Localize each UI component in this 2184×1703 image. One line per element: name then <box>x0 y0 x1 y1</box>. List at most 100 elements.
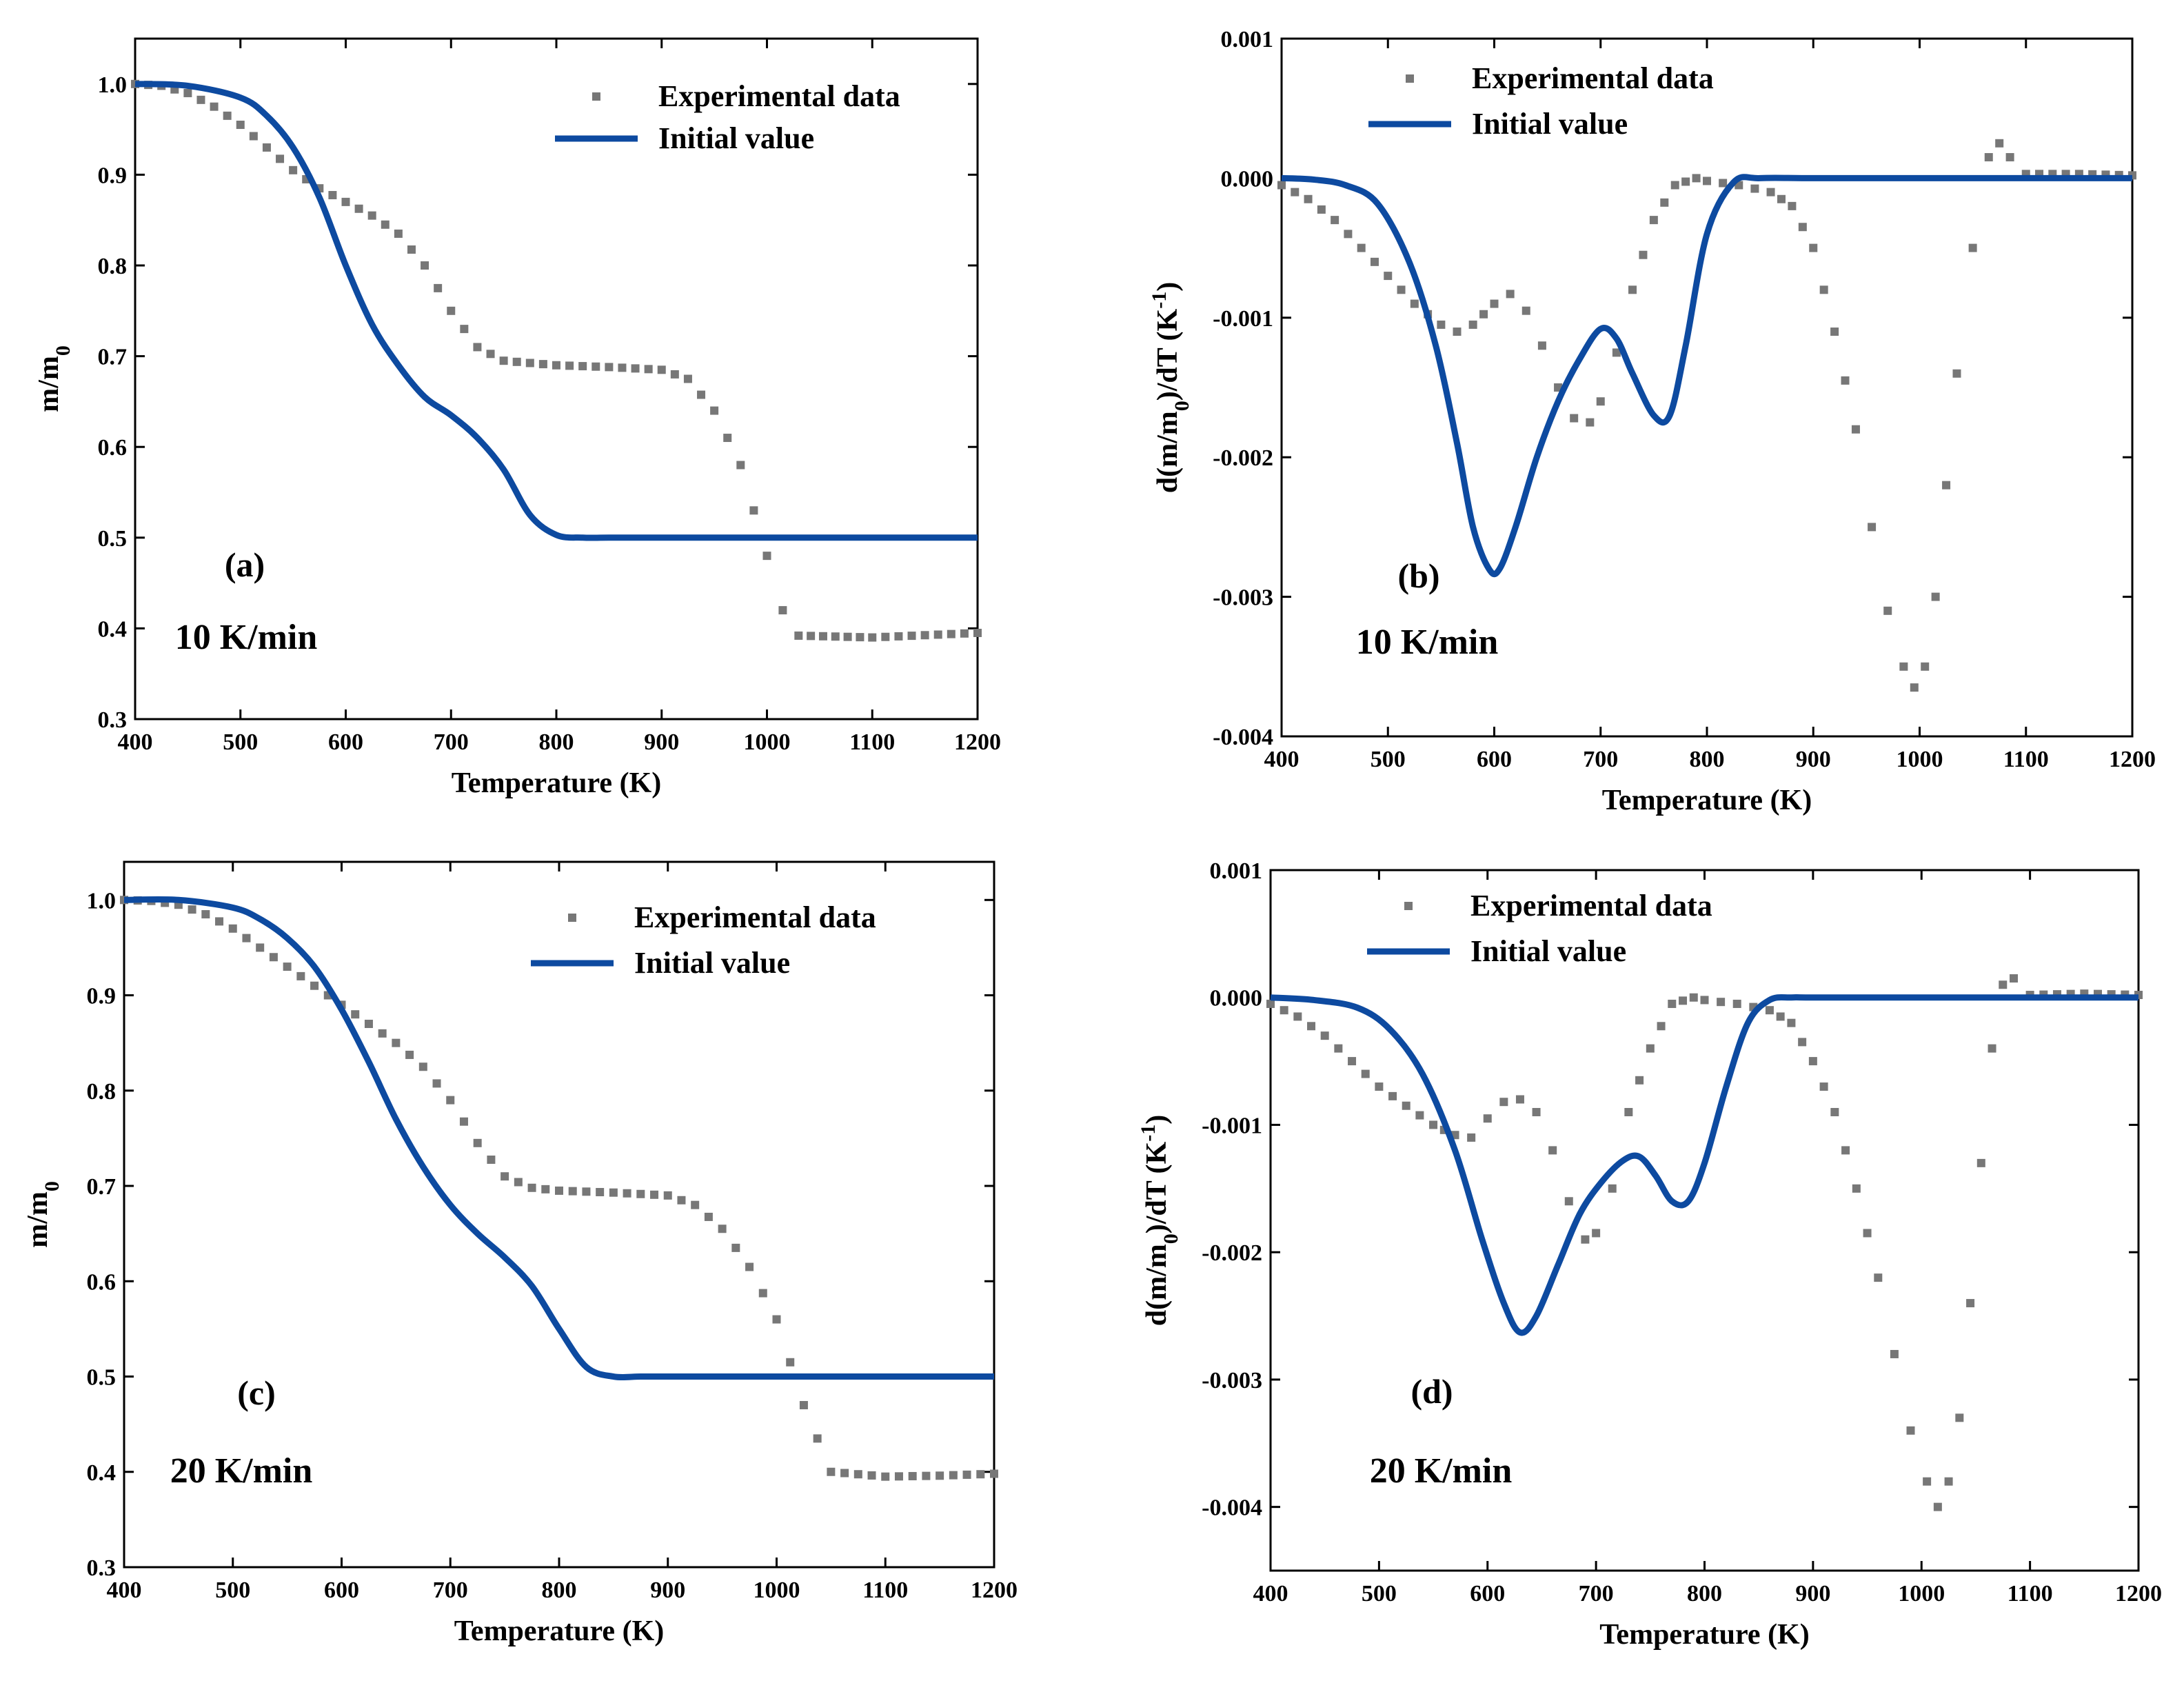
experimental-point <box>976 1470 985 1479</box>
y-tick-label: 0.001 <box>1210 858 1263 884</box>
experimental-point <box>1819 1082 1828 1091</box>
experimental-point <box>1883 606 1892 615</box>
experimental-point <box>578 362 587 371</box>
experimental-point <box>1819 285 1828 294</box>
series-initial-value-line <box>134 81 978 541</box>
y-tick-label: 0.000 <box>1210 986 1263 1011</box>
y-tick-label: -0.003 <box>1202 1368 1262 1393</box>
experimental-point <box>868 633 877 642</box>
legend-label-initial-value: Initial value <box>1472 107 1628 141</box>
experimental-point <box>596 1188 605 1197</box>
experimental-point <box>262 143 271 152</box>
x-tick-label: 600 <box>324 1578 359 1603</box>
experimental-point <box>636 1189 645 1198</box>
legend-marker-experimental <box>568 914 576 922</box>
experimental-point <box>392 1038 401 1047</box>
experimental-point <box>1384 272 1393 281</box>
experimental-point <box>1361 1069 1370 1078</box>
experimental-point <box>908 1471 917 1480</box>
chart-panel-a: 400 500 600 700 800 900 1000 1100 1200 0.3 0.4 0.5 0… <box>33 37 1001 799</box>
experimental-point <box>1732 999 1741 1008</box>
y-tick-label: 0.7 <box>98 345 128 370</box>
experimental-point <box>378 1029 387 1038</box>
experimental-point <box>183 88 192 97</box>
experimental-point <box>718 1225 727 1233</box>
series-experimental <box>1266 974 2143 1511</box>
x-tick-label: 600 <box>328 729 363 755</box>
experimental-point <box>354 204 363 213</box>
experimental-point <box>381 220 390 229</box>
legend: Experimental data Initial value <box>1367 889 1712 968</box>
experimental-point <box>1874 1273 1883 1282</box>
experimental-point <box>223 111 232 120</box>
experimental-point <box>310 981 319 990</box>
experimental-point <box>201 910 210 919</box>
experimental-point <box>1612 348 1621 357</box>
experimental-point <box>1564 1197 1573 1206</box>
experimental-point <box>609 1188 618 1197</box>
experimental-point <box>1515 1095 1524 1104</box>
experimental-point <box>1968 243 1977 252</box>
experimental-point <box>283 963 292 971</box>
x-tick-label: 800 <box>1687 1581 1722 1606</box>
experimental-point <box>704 1212 713 1221</box>
experimental-point <box>1910 683 1919 692</box>
experimental-point <box>1304 194 1313 203</box>
experimental-point <box>736 461 745 470</box>
panel-label: (c) <box>237 1373 276 1412</box>
chart-panel-d: 400 500 600 700 800 900 1000 1100 1200 -0.004 -0.0… <box>1137 858 2163 1651</box>
x-tick-label: 700 <box>1579 1581 1614 1606</box>
experimental-point <box>683 374 692 383</box>
experimental-point <box>881 632 890 641</box>
experimental-point <box>512 357 521 366</box>
y-tick-label: 0.3 <box>87 1555 117 1581</box>
experimental-point <box>1479 310 1488 319</box>
experimental-point <box>1942 481 1951 490</box>
experimental-point <box>1280 1006 1288 1015</box>
y-tick-label: 0.001 <box>1221 27 1274 52</box>
x-tick-label: 1100 <box>849 729 895 755</box>
x-tick-label: 1100 <box>2008 1581 2053 1606</box>
experimental-point <box>623 1189 631 1198</box>
heating-rate-label: 20 K/min <box>170 1451 313 1491</box>
experimental-point <box>341 197 350 206</box>
legend-label-initial-value: Initial value <box>658 121 814 155</box>
y-axis-title: m/m0 <box>33 345 74 412</box>
x-tick-label: 500 <box>1371 747 1406 772</box>
experimental-point <box>853 1470 862 1479</box>
experimental-point <box>1890 1349 1899 1358</box>
experimental-point <box>2010 974 2019 983</box>
y-tick-label: -0.001 <box>1202 1113 1262 1138</box>
experimental-point <box>818 632 827 641</box>
x-tick-label: 700 <box>1583 747 1618 772</box>
x-tick-label: 1200 <box>2115 1581 2162 1606</box>
experimental-point <box>394 229 403 238</box>
experimental-point <box>907 632 916 641</box>
experimental-point <box>1851 425 1860 434</box>
experimental-point <box>1852 1184 1861 1193</box>
experimental-point <box>962 1470 971 1479</box>
experimental-point <box>1592 1229 1601 1238</box>
y-tick-label: 0.7 <box>87 1174 117 1200</box>
experimental-point <box>894 632 903 641</box>
x-tick-label: 500 <box>215 1578 250 1603</box>
x-tick-label: 1000 <box>754 1578 800 1603</box>
experimental-point <box>196 95 205 104</box>
experimental-point <box>1689 993 1698 1002</box>
legend-label-initial-value: Initial value <box>1470 934 1626 968</box>
experimental-point <box>973 628 982 637</box>
experimental-point <box>473 343 482 352</box>
y-tick-label: -0.003 <box>1213 585 1273 611</box>
experimental-point <box>364 1020 373 1029</box>
experimental-point <box>1467 1133 1476 1142</box>
legend-label-experimental: Experimental data <box>658 79 900 113</box>
experimental-point <box>1841 376 1850 385</box>
experimental-point <box>1944 1477 1953 1486</box>
experimental-point <box>1334 1044 1343 1053</box>
chart-panel-b: 400 500 600 700 800 900 1000 1100 1200 -0.004 -0.0… <box>1148 27 2156 816</box>
experimental-point <box>407 245 416 254</box>
experimental-point <box>236 121 245 130</box>
experimental-point <box>881 1472 890 1481</box>
legend: Experimental data Initial value <box>531 900 876 980</box>
experimental-point <box>527 1183 536 1192</box>
